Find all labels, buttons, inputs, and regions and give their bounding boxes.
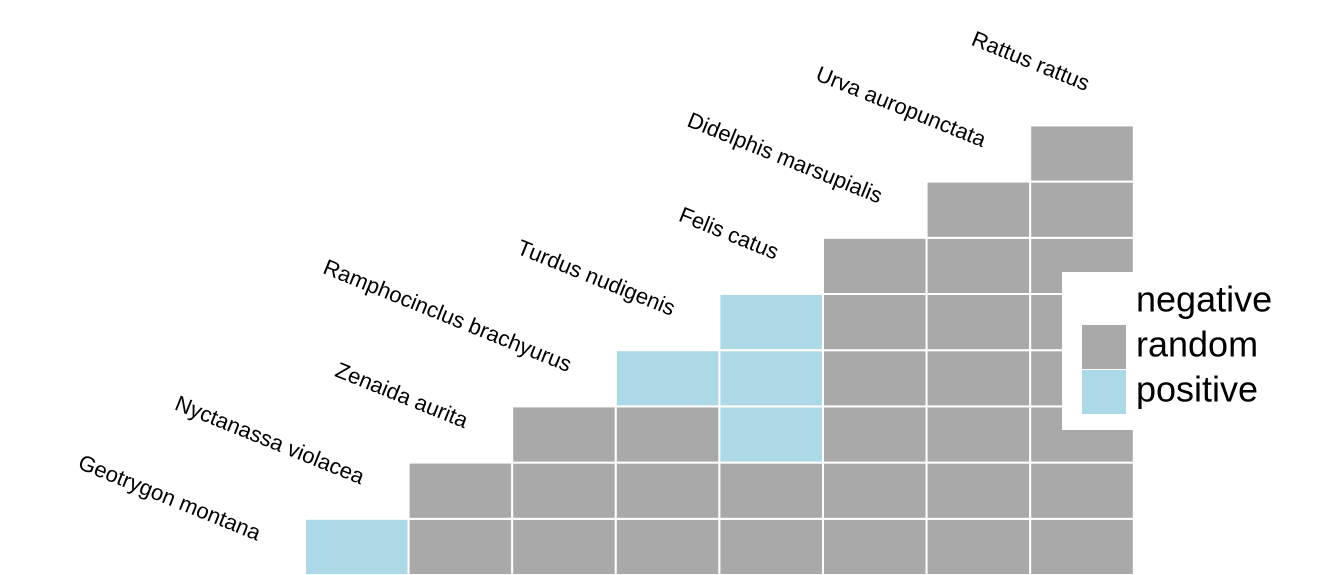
cell	[718, 349, 825, 408]
cell	[1029, 180, 1135, 239]
species-label: Nyctanassa violacea	[172, 390, 369, 489]
species-label: Felis catus	[676, 202, 783, 265]
cell	[614, 517, 721, 575]
cell	[718, 293, 825, 352]
cell	[822, 236, 928, 296]
cell	[1029, 124, 1135, 183]
species-label: Urva auropunctata	[813, 61, 991, 152]
cell	[614, 405, 721, 464]
legend-key	[1082, 325, 1126, 369]
species-label: Zenaida aurita	[332, 357, 472, 433]
cell	[822, 517, 928, 575]
cell	[925, 405, 1032, 464]
legend-label: negative	[1136, 279, 1272, 320]
species-label: Rattus rattus	[968, 26, 1093, 96]
species-label: Didelphis marsupialis	[684, 107, 886, 208]
cell	[718, 461, 825, 520]
cell	[822, 293, 928, 352]
cell	[718, 405, 825, 464]
cell	[511, 405, 617, 464]
cell	[511, 461, 617, 520]
cell	[407, 461, 514, 520]
cell	[925, 349, 1032, 408]
cell	[925, 461, 1032, 520]
cell	[822, 405, 928, 464]
species-label: Geotrygon montana	[75, 449, 265, 545]
cell	[925, 293, 1032, 352]
cell	[1029, 517, 1135, 575]
cell	[1029, 461, 1135, 520]
cell	[822, 349, 928, 408]
cell	[407, 517, 514, 575]
species-label: Turdus nudigenis	[514, 235, 679, 321]
cell	[614, 461, 721, 520]
cell	[925, 517, 1032, 575]
cell	[511, 517, 617, 575]
legend-key	[1082, 280, 1126, 324]
legend-label: positive	[1136, 369, 1258, 410]
cell	[925, 236, 1032, 296]
cell	[614, 349, 721, 408]
cell	[718, 517, 825, 575]
cell	[304, 517, 410, 575]
cell	[925, 180, 1032, 239]
legend-key	[1082, 370, 1126, 414]
cell	[822, 461, 928, 520]
legend-label: random	[1136, 324, 1258, 365]
species-label: Ramphocinclus brachyurus	[320, 254, 575, 377]
